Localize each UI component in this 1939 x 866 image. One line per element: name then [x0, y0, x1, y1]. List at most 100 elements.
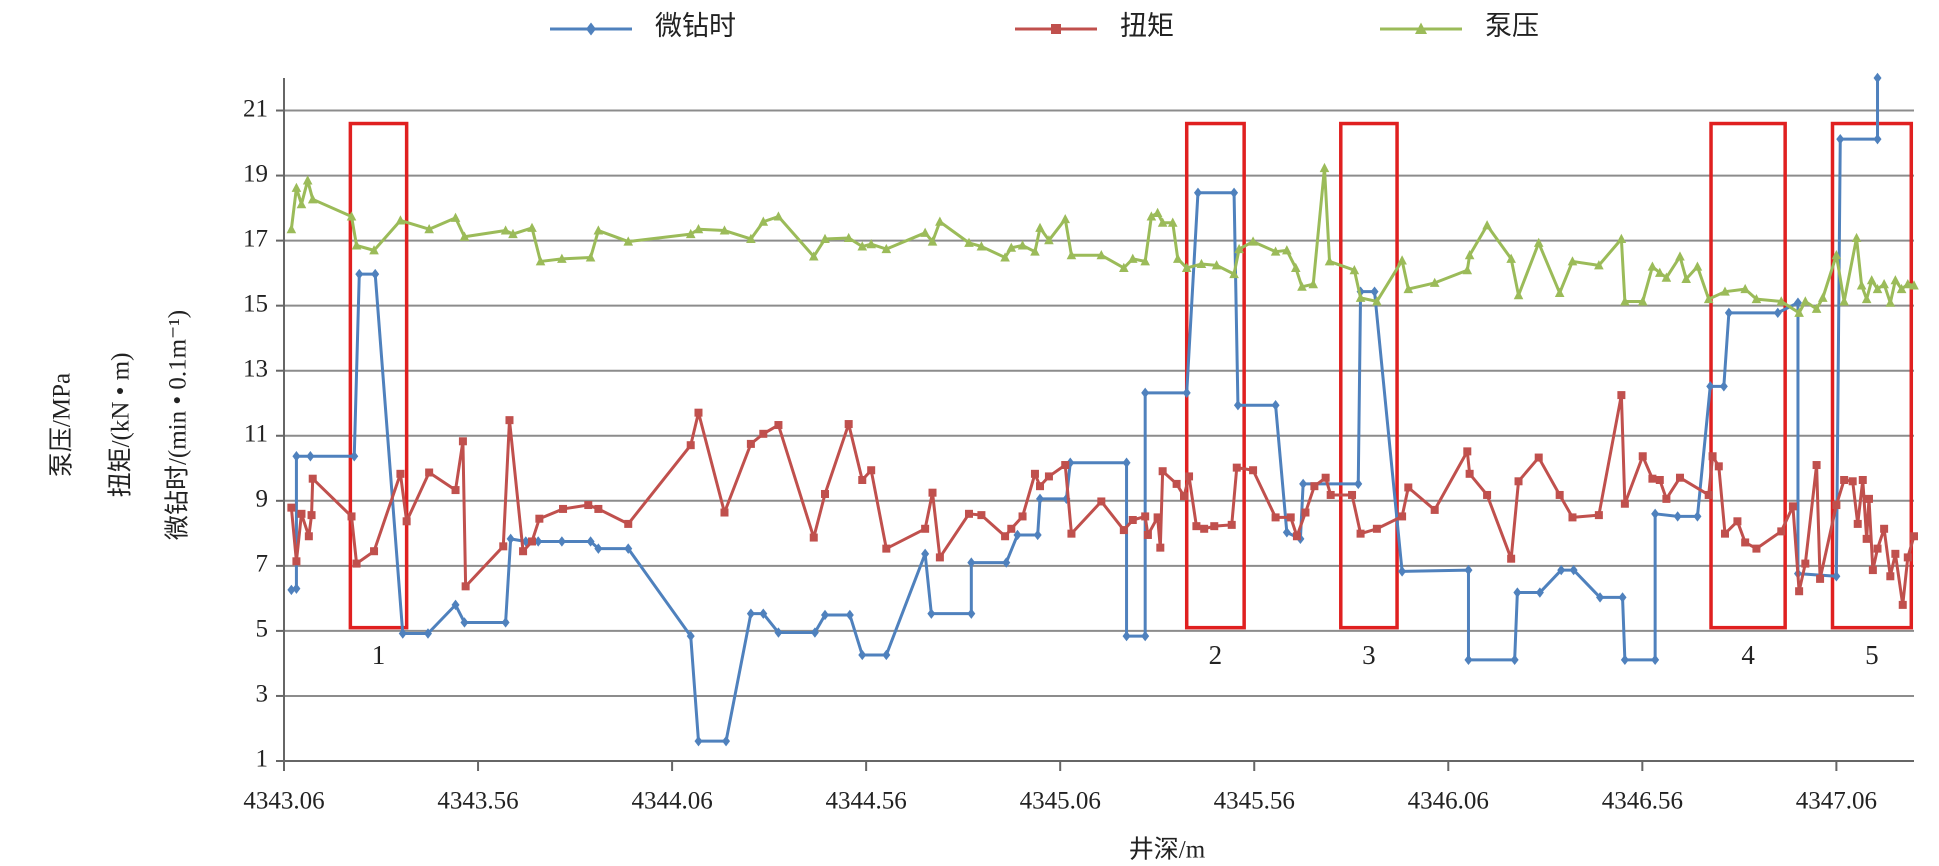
marker	[921, 548, 930, 560]
marker	[1181, 262, 1192, 272]
marker	[347, 512, 356, 521]
marker	[559, 504, 568, 513]
marker	[584, 501, 593, 510]
marker	[1896, 283, 1907, 294]
marker	[1618, 592, 1627, 603]
marker	[1233, 399, 1242, 411]
annotation-label: 3	[1362, 640, 1376, 670]
marker	[370, 547, 379, 556]
marker	[396, 469, 405, 478]
marker	[1651, 508, 1660, 520]
marker	[1282, 527, 1291, 538]
marker	[1282, 245, 1292, 255]
x-tick-label: 4344.56	[826, 788, 907, 815]
marker	[1398, 512, 1407, 521]
marker	[1733, 517, 1742, 526]
x-axis-label: 井深/m	[1129, 836, 1206, 864]
marker	[746, 608, 755, 619]
marker	[505, 416, 514, 425]
marker	[1507, 554, 1516, 563]
marker	[1192, 522, 1201, 531]
marker	[1172, 253, 1183, 263]
marker	[1902, 279, 1913, 289]
marker	[521, 536, 530, 547]
marker	[287, 584, 296, 596]
marker	[1249, 466, 1258, 475]
legend-label: 扭矩	[1120, 11, 1174, 41]
x-tick-label: 4345.06	[1020, 788, 1101, 815]
y-axis-label: 微钻时/(min • 0.1m⁻¹)	[164, 310, 192, 540]
marker	[881, 243, 892, 254]
marker	[1704, 490, 1713, 499]
marker	[1033, 529, 1042, 541]
marker	[501, 617, 510, 628]
marker	[1741, 538, 1750, 547]
marker	[1002, 557, 1011, 568]
marker	[964, 237, 974, 247]
marker	[624, 543, 633, 554]
y-tick-label: 5	[256, 616, 269, 643]
marker	[1128, 515, 1137, 524]
marker	[1122, 457, 1131, 468]
marker	[1119, 526, 1128, 535]
marker	[287, 503, 296, 512]
marker	[720, 508, 729, 517]
marker	[425, 468, 434, 477]
marker	[1143, 530, 1152, 539]
marker	[1096, 250, 1107, 260]
marker	[773, 211, 784, 221]
marker	[1638, 452, 1647, 461]
marker	[292, 451, 301, 462]
marker	[694, 735, 703, 747]
marker	[1648, 474, 1657, 483]
marker	[1513, 290, 1524, 300]
marker	[1067, 529, 1076, 538]
marker	[1724, 307, 1733, 319]
marker	[346, 211, 357, 221]
marker	[1831, 250, 1842, 260]
annotation-label: 2	[1209, 640, 1223, 670]
marker	[527, 537, 536, 546]
marker	[1879, 279, 1889, 289]
marker	[297, 509, 306, 518]
marker	[967, 608, 976, 619]
marker	[1720, 529, 1729, 538]
marker	[527, 222, 537, 232]
marker	[1873, 72, 1882, 84]
marker	[1167, 217, 1178, 227]
marker	[459, 231, 470, 241]
marker	[1567, 256, 1578, 266]
marker	[719, 225, 730, 235]
marker	[866, 238, 876, 249]
marker	[423, 628, 432, 639]
marker	[1429, 277, 1440, 287]
marker	[296, 198, 307, 209]
marker	[821, 609, 830, 621]
marker	[1840, 475, 1849, 484]
marker	[1885, 297, 1896, 307]
marker	[927, 236, 938, 246]
marker	[1817, 292, 1828, 302]
marker	[977, 511, 986, 520]
marker	[1210, 522, 1219, 531]
marker	[1890, 275, 1901, 285]
marker	[1535, 587, 1544, 598]
marker	[1880, 524, 1889, 533]
marker	[593, 225, 604, 235]
legend-label: 泵压	[1485, 11, 1539, 41]
marker	[1811, 303, 1822, 313]
marker	[882, 544, 891, 553]
marker	[1185, 472, 1194, 481]
marker	[623, 236, 634, 246]
marker	[585, 252, 596, 262]
marker	[1851, 232, 1862, 243]
marker	[1326, 490, 1335, 499]
marker	[395, 215, 406, 225]
marker	[759, 608, 768, 619]
marker	[867, 466, 876, 475]
marker	[499, 542, 508, 551]
x-tick-label: 4346.56	[1602, 788, 1683, 815]
marker	[1152, 207, 1163, 217]
marker	[1655, 475, 1664, 484]
